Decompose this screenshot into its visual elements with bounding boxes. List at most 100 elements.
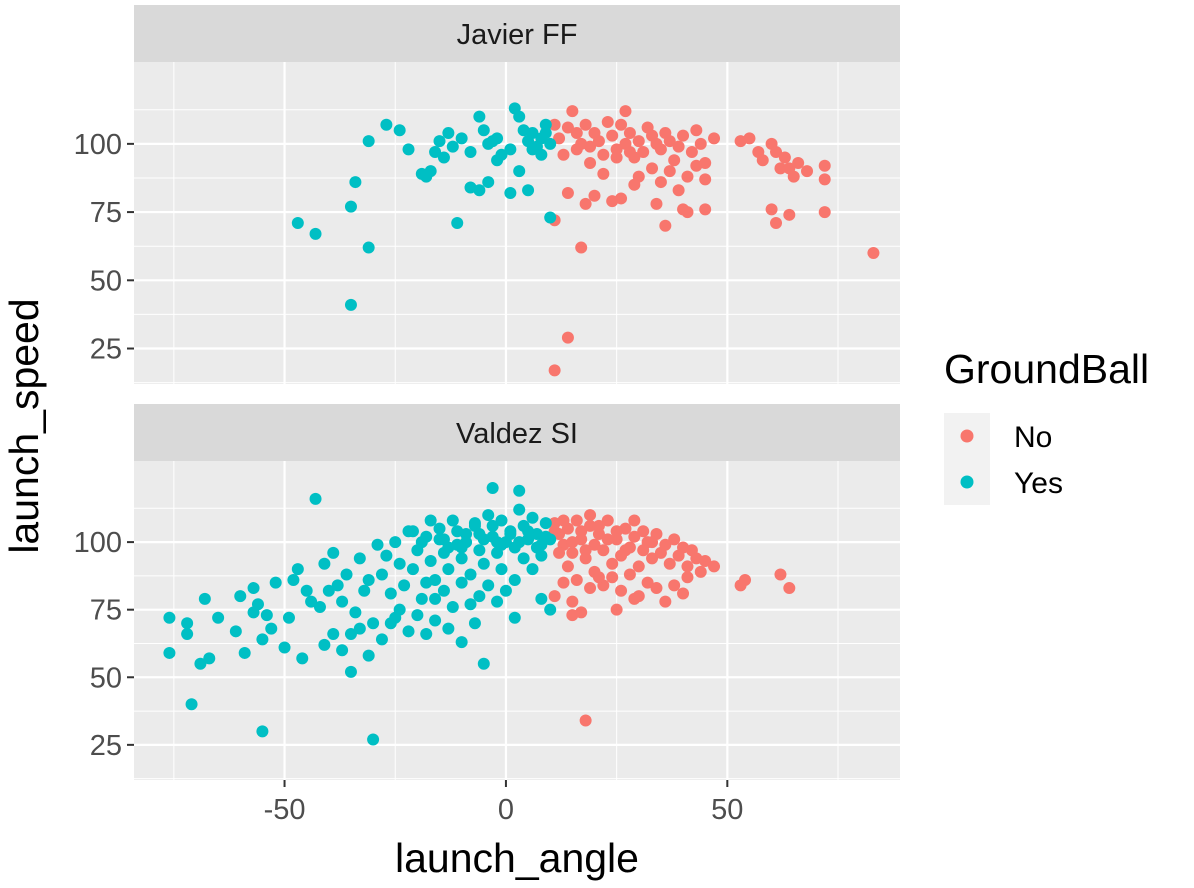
point-yes bbox=[415, 536, 428, 549]
point-no bbox=[699, 173, 712, 186]
point-no bbox=[708, 560, 721, 573]
point-no bbox=[623, 568, 636, 581]
point-no bbox=[570, 514, 583, 527]
point-yes bbox=[420, 576, 433, 589]
point-yes bbox=[486, 482, 499, 495]
point-yes bbox=[358, 584, 371, 597]
point-yes bbox=[526, 126, 539, 139]
point-no bbox=[597, 544, 610, 557]
point-yes bbox=[389, 536, 402, 549]
point-no bbox=[548, 118, 561, 131]
point-yes bbox=[544, 211, 557, 224]
facet-panel-1: Javier FF 25 50 75 100 bbox=[74, 5, 900, 384]
point-no bbox=[570, 143, 583, 156]
point-yes bbox=[455, 552, 468, 565]
point-yes bbox=[482, 509, 495, 522]
point-yes bbox=[393, 124, 406, 137]
point-no bbox=[690, 124, 703, 137]
point-yes bbox=[282, 611, 295, 624]
point-yes bbox=[203, 652, 216, 665]
point-yes bbox=[375, 633, 388, 646]
point-no bbox=[553, 546, 566, 559]
point-yes bbox=[375, 568, 388, 581]
facet-panel-2: Valdez SI 25 50 75 100 bbox=[74, 404, 900, 780]
point-no bbox=[659, 219, 672, 232]
point-no bbox=[632, 560, 645, 573]
point-yes bbox=[269, 576, 282, 589]
y-axis-1: 25 50 75 100 bbox=[74, 129, 134, 366]
y-tick-label: 100 bbox=[74, 527, 122, 559]
point-yes bbox=[344, 628, 357, 641]
point-no bbox=[685, 146, 698, 159]
point-no bbox=[681, 571, 694, 584]
point-yes bbox=[455, 541, 468, 554]
point-no bbox=[681, 560, 694, 573]
point-yes bbox=[504, 527, 517, 540]
point-yes bbox=[522, 525, 535, 538]
point-no bbox=[615, 118, 628, 131]
point-yes bbox=[336, 644, 349, 657]
x-axis-title: launch_angle bbox=[395, 835, 639, 881]
point-yes bbox=[517, 552, 530, 565]
point-no bbox=[659, 595, 672, 608]
point-yes bbox=[446, 514, 459, 527]
point-yes bbox=[429, 146, 442, 159]
point-yes bbox=[455, 576, 468, 589]
point-no bbox=[619, 544, 632, 557]
gridlines-1 bbox=[134, 62, 900, 384]
point-no bbox=[677, 587, 690, 600]
legend: GroundBall No Yes bbox=[944, 346, 1149, 505]
point-yes bbox=[389, 611, 402, 624]
facet-strip-2 bbox=[134, 404, 900, 461]
point-no bbox=[654, 176, 667, 189]
point-yes bbox=[291, 217, 304, 229]
point-no bbox=[606, 557, 619, 570]
point-yes bbox=[424, 555, 437, 568]
point-no bbox=[646, 162, 659, 175]
point-no bbox=[575, 525, 588, 538]
facet-strip-1 bbox=[134, 5, 900, 62]
point-no bbox=[548, 590, 561, 603]
point-yes bbox=[513, 484, 526, 497]
point-yes bbox=[344, 298, 357, 311]
y-axis-title: launch_speed bbox=[1, 298, 47, 553]
point-yes bbox=[287, 573, 300, 586]
point-no bbox=[650, 582, 663, 595]
point-no bbox=[646, 552, 659, 565]
point-no bbox=[548, 364, 561, 377]
point-yes bbox=[433, 522, 446, 535]
point-no bbox=[783, 582, 796, 595]
point-yes bbox=[198, 592, 211, 605]
y-tick-label: 75 bbox=[90, 595, 122, 627]
point-no bbox=[579, 714, 592, 727]
point-no bbox=[584, 582, 597, 595]
facet-strip-label-2: Valdez SI bbox=[456, 418, 578, 450]
point-no bbox=[668, 533, 681, 546]
point-yes bbox=[353, 622, 366, 635]
point-yes bbox=[491, 595, 504, 608]
point-no bbox=[584, 509, 597, 522]
point-no bbox=[601, 116, 614, 129]
point-no bbox=[606, 129, 619, 142]
point-yes bbox=[495, 563, 508, 576]
point-no bbox=[637, 525, 650, 538]
point-no bbox=[650, 197, 663, 210]
point-yes bbox=[251, 598, 264, 611]
point-yes bbox=[398, 579, 411, 592]
point-no bbox=[597, 148, 610, 161]
point-yes bbox=[539, 118, 552, 131]
point-yes bbox=[344, 200, 357, 213]
point-no bbox=[681, 206, 694, 219]
point-no bbox=[610, 151, 623, 164]
point-yes bbox=[442, 622, 455, 635]
point-yes bbox=[455, 636, 468, 649]
point-no bbox=[668, 154, 681, 167]
points-1 bbox=[291, 102, 880, 377]
point-no bbox=[677, 129, 690, 142]
point-yes bbox=[367, 733, 380, 746]
point-yes bbox=[234, 590, 247, 603]
point-yes bbox=[544, 603, 557, 616]
point-no bbox=[623, 146, 636, 159]
point-no bbox=[739, 573, 752, 586]
point-yes bbox=[499, 584, 512, 597]
